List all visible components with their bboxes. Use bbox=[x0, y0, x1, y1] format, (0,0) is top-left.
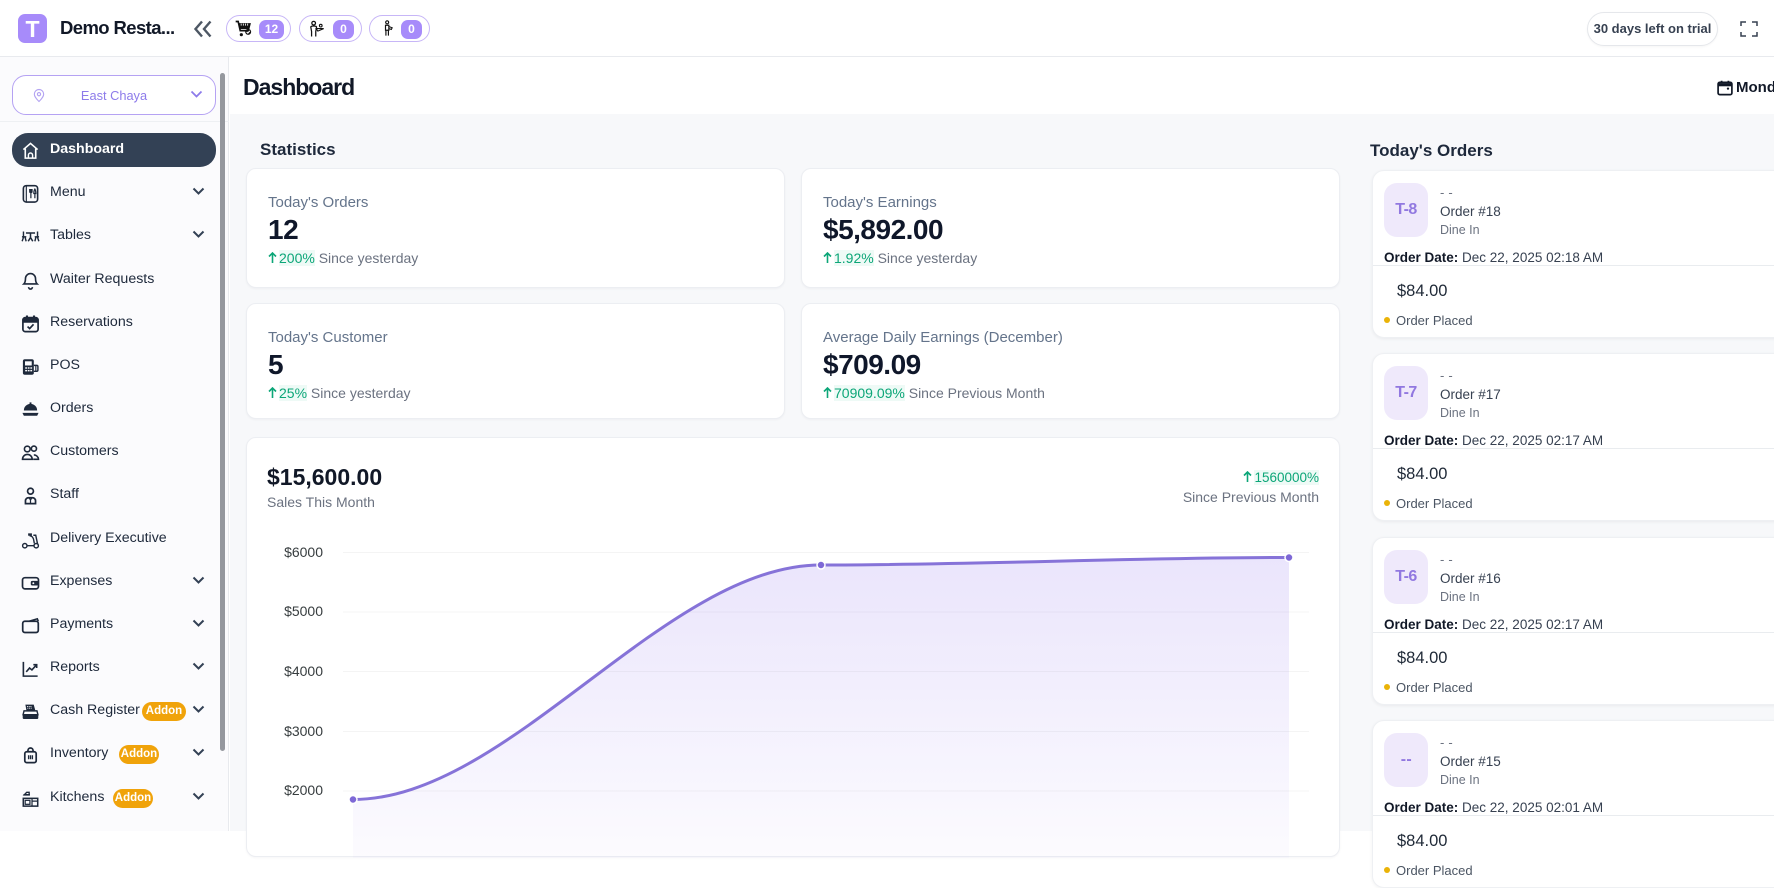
svg-text:$6000: $6000 bbox=[284, 544, 323, 560]
svg-text:$2000: $2000 bbox=[284, 782, 323, 798]
svg-text:$3000: $3000 bbox=[284, 723, 323, 739]
svg-text:$5000: $5000 bbox=[284, 603, 323, 619]
svg-text:$4000: $4000 bbox=[284, 663, 323, 679]
